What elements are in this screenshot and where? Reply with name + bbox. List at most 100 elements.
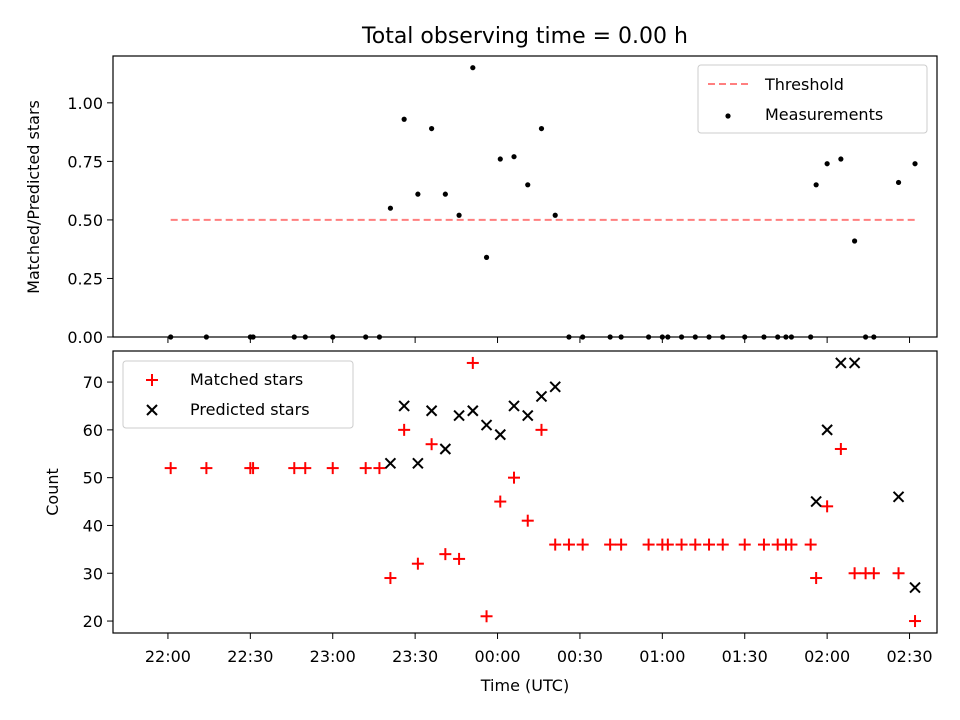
matched-stars-point <box>757 538 770 551</box>
predicted-stars-point <box>425 405 438 417</box>
matched-stars-point <box>521 514 534 527</box>
predicted-stars-point <box>453 409 465 422</box>
matched-stars-point <box>848 567 861 580</box>
predicted-stars-point <box>821 424 833 436</box>
matched-stars-point <box>411 557 424 570</box>
bottom-y-tick-label: 50 <box>83 469 103 488</box>
measurements-point <box>415 191 421 197</box>
matched-stars-point <box>398 423 411 436</box>
predicted-stars-point <box>480 419 493 431</box>
matched-stars-point <box>576 538 589 551</box>
measurements-point <box>895 179 902 186</box>
x-tick-label: 00:30 <box>557 647 603 666</box>
matched-stars-point <box>288 462 301 475</box>
top-panel: 0.00 0.25 0.50 0.75 1.00 Matched/Predicted s… <box>24 55 938 347</box>
matched-stars-point <box>439 548 452 561</box>
top-y-tick-label: 0.75 <box>67 152 103 171</box>
measurements-point <box>497 156 503 162</box>
x-axis-label: Time (UTC) <box>480 676 569 695</box>
matched-stars-point <box>425 438 438 451</box>
matched-stars-point <box>384 572 397 585</box>
x-tick-label: 00:00 <box>474 647 520 666</box>
matched-stars-point <box>299 462 312 475</box>
top-y-tick-label: 1.00 <box>67 94 103 113</box>
legend-matched-swatch <box>146 374 158 386</box>
measurements-point <box>470 65 476 71</box>
predicted-stars-point <box>549 381 561 393</box>
bottom-x-ticks: 22:00 22:30 23:00 23:30 00:00 00:30 01:00 01:30… <box>145 633 933 666</box>
bottom-plot-area <box>164 356 922 628</box>
measurements-point <box>442 191 448 197</box>
measurements-point <box>525 182 531 188</box>
chart-title: Total observing time = 0.00 h <box>361 24 688 49</box>
x-tick-label: 02:00 <box>804 647 850 666</box>
measurements-point <box>456 212 462 218</box>
predicted-stars-point <box>384 457 397 470</box>
bottom-y-tick-label: 20 <box>83 612 103 631</box>
matched-stars-point <box>675 538 688 551</box>
measurements-point <box>838 156 844 162</box>
matched-stars-point <box>453 552 466 565</box>
bottom-y-tick-label: 60 <box>83 421 103 440</box>
measurements-point <box>483 254 490 260</box>
bottom-y-tick-label: 70 <box>83 373 103 392</box>
bottom-y-tick-label: 30 <box>83 564 103 583</box>
matched-stars-point <box>785 538 798 551</box>
x-tick-label: 23:00 <box>310 647 356 666</box>
matched-stars-point <box>562 538 575 551</box>
measurements-point <box>852 238 858 244</box>
bottom-axes-frame <box>112 350 938 634</box>
matched-stars-point <box>716 538 729 551</box>
legend-predicted-swatch <box>146 404 158 416</box>
x-tick-label: 02:30 <box>886 647 932 666</box>
matched-stars-point <box>810 572 823 585</box>
top-y-axis-label: Matched/Predicted stars <box>24 100 43 294</box>
matched-stars-point <box>642 538 655 551</box>
matched-stars-point <box>373 462 386 475</box>
predicted-stars-point <box>494 428 506 441</box>
legend-matched-label: Matched stars <box>190 370 303 389</box>
matched-stars-point <box>661 538 674 551</box>
predicted-stars-point <box>398 400 410 412</box>
matched-stars-point <box>535 423 548 436</box>
measurements-point <box>912 161 918 167</box>
measurements-point <box>538 125 545 132</box>
matched-stars-point <box>480 610 493 623</box>
x-tick-label: 22:30 <box>227 647 273 666</box>
predicted-stars-point <box>508 400 520 412</box>
top-y-tick-label: 0.00 <box>67 328 103 347</box>
measurements-point <box>813 182 819 188</box>
predicted-stars-point <box>848 357 861 369</box>
matched-stars-point <box>549 538 562 551</box>
matched-stars-point <box>909 615 922 628</box>
matched-stars-point <box>604 538 617 551</box>
matched-stars-point <box>200 462 213 475</box>
bottom-legend: Matched stars Predicted stars <box>122 360 354 429</box>
predicted-stars-point <box>467 405 479 417</box>
x-tick-label: 23:30 <box>392 647 438 666</box>
predicted-stars-point <box>835 357 847 369</box>
top-x-ticks <box>167 337 911 343</box>
matched-stars-point <box>494 495 507 508</box>
matched-stars-point <box>164 462 177 475</box>
predicted-stars-point <box>909 581 921 594</box>
matched-stars-point <box>615 538 628 551</box>
predicted-stars-point <box>412 457 424 470</box>
legend-predicted-label: Predicted stars <box>190 400 310 419</box>
top-y-tick-label: 0.50 <box>67 211 103 230</box>
x-tick-label: 22:00 <box>145 647 191 666</box>
matched-stars-point <box>834 442 847 455</box>
measurements-point <box>401 116 407 122</box>
predicted-stars-point <box>535 390 548 403</box>
bottom-y-ticks: 20 30 40 50 60 70 <box>83 373 113 631</box>
x-tick-label: 01:30 <box>722 647 768 666</box>
bottom-panel: 20 30 40 50 60 70 22:00 22:30 23:00 23:30 00:00 00… <box>43 350 938 695</box>
x-tick-label: 01:00 <box>639 647 685 666</box>
matched-stars-point <box>892 567 905 580</box>
matched-stars-point <box>247 462 260 475</box>
measurements-point <box>552 212 558 218</box>
matched-stars-point <box>689 538 702 551</box>
predicted-stars-point <box>439 443 452 455</box>
top-y-tick-label: 0.25 <box>67 269 103 288</box>
matched-stars-point <box>821 500 834 513</box>
